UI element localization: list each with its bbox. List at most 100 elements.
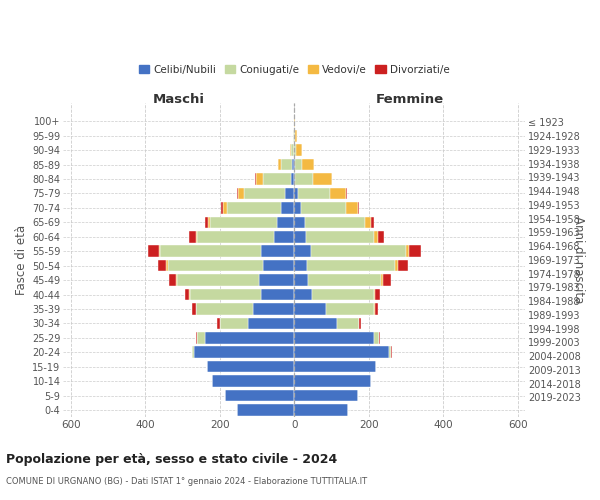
Bar	[277, 216, 294, 228]
Bar	[308, 274, 381, 286]
Bar	[375, 289, 380, 300]
Bar	[326, 303, 374, 314]
Bar	[292, 159, 294, 170]
Bar	[358, 202, 359, 213]
Bar	[221, 202, 223, 213]
Bar	[255, 174, 256, 185]
Bar	[346, 188, 347, 200]
Bar	[290, 144, 291, 156]
Bar	[294, 289, 312, 300]
Bar	[294, 318, 337, 329]
Bar	[294, 260, 307, 272]
Bar	[306, 231, 374, 242]
Bar	[208, 216, 211, 228]
Bar	[227, 202, 281, 213]
Bar	[290, 174, 294, 185]
Bar	[274, 231, 294, 242]
Bar	[256, 174, 263, 185]
Bar	[192, 303, 196, 314]
Bar	[307, 260, 395, 272]
Bar	[295, 174, 313, 185]
Bar	[383, 274, 391, 286]
Bar	[294, 376, 371, 387]
Bar	[381, 274, 383, 286]
Bar	[329, 188, 346, 200]
Bar	[278, 159, 281, 170]
Bar	[371, 216, 374, 228]
Y-axis label: Fasce di età: Fasce di età	[15, 225, 28, 295]
Bar	[313, 174, 332, 185]
Bar	[261, 246, 294, 257]
Bar	[374, 332, 379, 344]
Bar	[253, 303, 294, 314]
Bar	[302, 159, 314, 170]
Bar	[406, 246, 409, 257]
Bar	[160, 246, 261, 257]
Bar	[294, 303, 326, 314]
Bar	[294, 144, 296, 156]
Bar	[197, 332, 205, 344]
Bar	[220, 318, 248, 329]
Bar	[294, 202, 301, 213]
Bar	[189, 231, 196, 242]
Legend: Celibi/Nubili, Coniugati/e, Vedovi/e, Divorziati/e: Celibi/Nubili, Coniugati/e, Vedovi/e, Di…	[135, 60, 454, 79]
Bar	[166, 260, 167, 272]
Bar	[409, 246, 421, 257]
Bar	[298, 188, 329, 200]
Bar	[196, 231, 197, 242]
Bar	[211, 216, 277, 228]
Bar	[207, 361, 294, 372]
Bar	[205, 332, 294, 344]
Bar	[189, 289, 190, 300]
Bar	[285, 188, 294, 200]
Bar	[294, 332, 374, 344]
Bar	[263, 174, 290, 185]
Bar	[365, 216, 371, 228]
Bar	[374, 303, 375, 314]
Bar	[217, 318, 220, 329]
Bar	[196, 303, 253, 314]
Bar	[294, 404, 348, 416]
Bar	[311, 246, 406, 257]
Bar	[379, 231, 384, 242]
Bar	[185, 289, 189, 300]
Bar	[294, 188, 298, 200]
Bar	[226, 390, 294, 402]
Bar	[291, 144, 294, 156]
Text: COMUNE DI URGNANO (BG) - Dati ISTAT 1° gennaio 2024 - Elaborazione TUTTITALIA.IT: COMUNE DI URGNANO (BG) - Dati ISTAT 1° g…	[6, 478, 367, 486]
Bar	[312, 289, 374, 300]
Bar	[212, 376, 294, 387]
Bar	[294, 216, 305, 228]
Bar	[197, 231, 274, 242]
Bar	[293, 130, 294, 141]
Y-axis label: Anni di nascita: Anni di nascita	[572, 216, 585, 304]
Bar	[294, 361, 376, 372]
Bar	[294, 246, 311, 257]
Bar	[176, 274, 177, 286]
Bar	[375, 303, 378, 314]
Bar	[148, 246, 158, 257]
Bar	[294, 274, 308, 286]
Bar	[192, 346, 194, 358]
Text: Popolazione per età, sesso e stato civile - 2024: Popolazione per età, sesso e stato civil…	[6, 452, 337, 466]
Bar	[238, 188, 244, 200]
Bar	[294, 390, 358, 402]
Bar	[194, 346, 294, 358]
Bar	[244, 188, 285, 200]
Bar	[391, 346, 392, 358]
Bar	[305, 216, 365, 228]
Bar	[294, 231, 306, 242]
Bar	[223, 202, 227, 213]
Text: Maschi: Maschi	[153, 93, 205, 106]
Bar	[248, 318, 294, 329]
Bar	[259, 274, 294, 286]
Bar	[295, 159, 302, 170]
Text: Femmine: Femmine	[376, 93, 444, 106]
Bar	[379, 332, 380, 344]
Bar	[167, 260, 263, 272]
Bar	[158, 246, 160, 257]
Bar	[389, 346, 391, 358]
Bar	[395, 260, 398, 272]
Bar	[359, 318, 361, 329]
Bar	[281, 159, 292, 170]
